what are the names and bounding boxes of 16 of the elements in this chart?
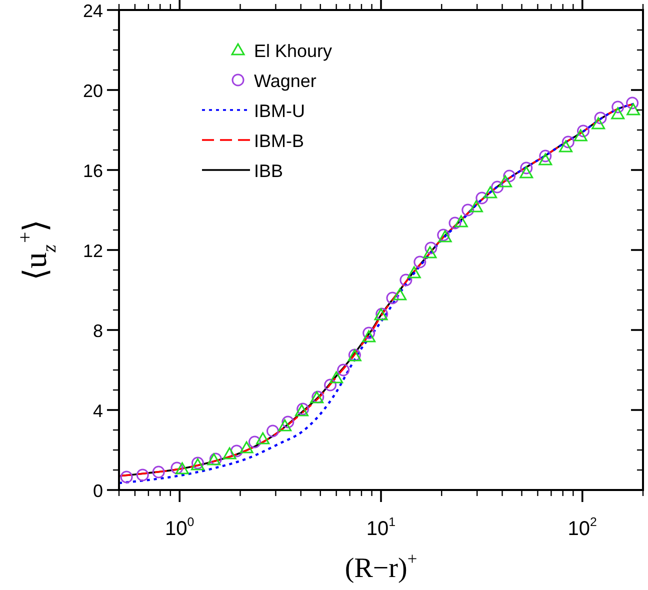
legend-label: IBM-B	[254, 131, 304, 151]
y-tick-label: 24	[82, 1, 103, 21]
y-tick-label: 12	[82, 241, 103, 261]
x-tick-label: 10$^{2}$	[568, 515, 598, 540]
legend-label: El Khoury	[254, 41, 332, 61]
x-tick-label: 10$^{0}$	[165, 515, 194, 540]
legend-label: IBM-U	[254, 101, 305, 121]
y-tick-label: 8	[92, 321, 103, 341]
y-tick-label: 4	[92, 401, 103, 421]
legend-label: Wagner	[254, 71, 316, 91]
legend-label: IBB	[254, 161, 284, 181]
x-tick-label: 10$^{1}$	[366, 515, 396, 540]
x-axis-title: (R−r)$^{+}$	[344, 549, 418, 584]
y-tick-label: 16	[82, 161, 103, 181]
y-tick-label: 20	[82, 81, 103, 101]
y-tick-label: 0	[92, 481, 103, 501]
